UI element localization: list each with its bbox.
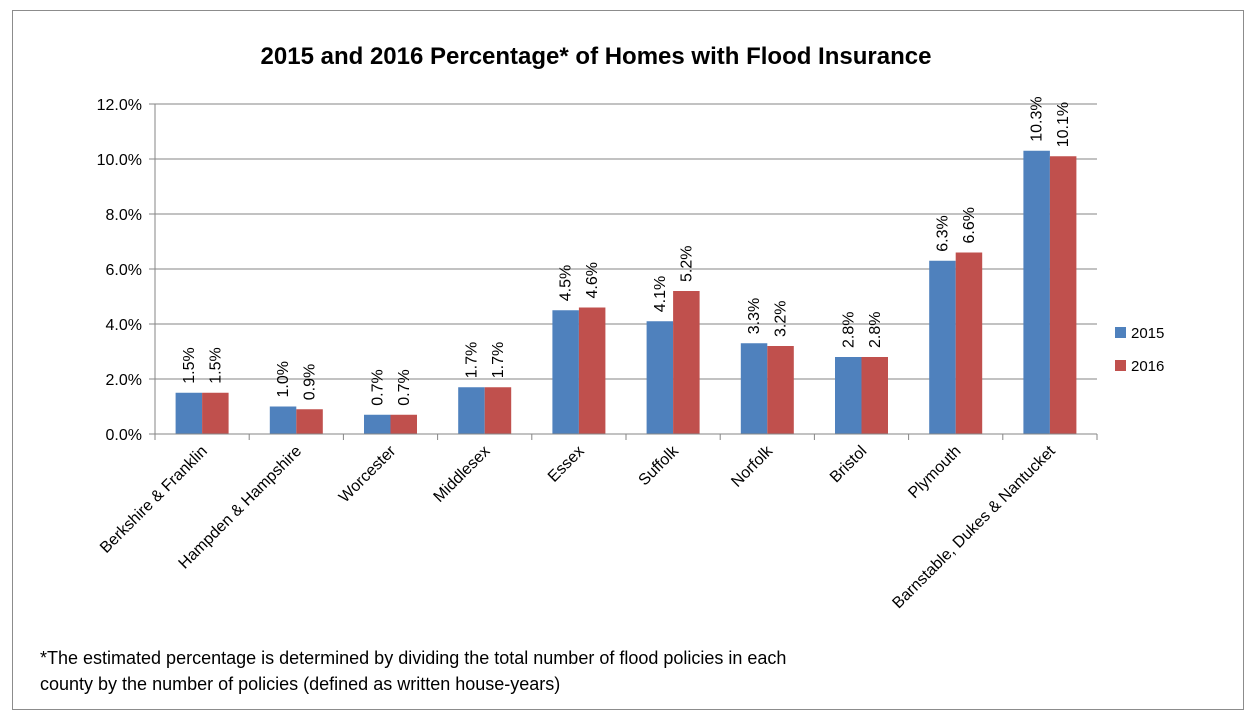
data-label: 0.7% bbox=[369, 369, 386, 405]
bars bbox=[175, 150, 1077, 434]
legend: 2015 2016 bbox=[1115, 325, 1164, 375]
x-tick-label: Bristol bbox=[827, 443, 870, 486]
data-label: 5.2% bbox=[678, 246, 695, 282]
data-label: 0.7% bbox=[396, 369, 413, 405]
data-label: 3.2% bbox=[773, 301, 790, 337]
bar-2016 bbox=[861, 357, 888, 434]
data-label: 2.8% bbox=[867, 312, 884, 348]
y-tick-label: 2.0% bbox=[106, 372, 142, 389]
data-label: 1.7% bbox=[463, 342, 480, 378]
y-tick-label: 6.0% bbox=[106, 262, 142, 279]
data-label: 4.5% bbox=[558, 265, 575, 301]
x-tick-label: Barnstable, Dukes & Nantucket bbox=[889, 442, 1059, 612]
y-tick-label: 10.0% bbox=[97, 152, 142, 169]
bar-chart: 2015 and 2016 Percentage* of Homes with … bbox=[97, 43, 1165, 612]
bar-2016 bbox=[390, 414, 417, 434]
data-label: 10.1% bbox=[1055, 102, 1072, 147]
bar-2016 bbox=[1049, 156, 1077, 434]
data-label: 3.3% bbox=[746, 298, 763, 334]
bar-2015 bbox=[269, 406, 297, 434]
bar-2015 bbox=[552, 310, 579, 434]
x-tick-label: Essex bbox=[545, 443, 588, 486]
bar-2016 bbox=[578, 307, 606, 434]
legend-label: 2015 bbox=[1131, 325, 1164, 342]
footnote: *The estimated percentage is determined … bbox=[40, 648, 787, 694]
bar-2015 bbox=[740, 343, 768, 434]
data-label: 10.3% bbox=[1029, 96, 1046, 141]
data-label: 1.5% bbox=[207, 347, 224, 383]
y-tick-label: 4.0% bbox=[106, 317, 142, 334]
legend-swatch-2015 bbox=[1115, 327, 1126, 338]
x-tick-label: Berkshire & Franklin bbox=[97, 443, 211, 557]
y-tick-label: 0.0% bbox=[106, 427, 142, 444]
bar-2016 bbox=[484, 387, 512, 434]
x-tick-label: Suffolk bbox=[636, 442, 683, 489]
bar-2015 bbox=[646, 321, 674, 434]
bar-2015 bbox=[929, 260, 956, 434]
data-label: 4.1% bbox=[652, 276, 669, 312]
bar-2015 bbox=[835, 357, 862, 434]
bar-2016 bbox=[955, 252, 983, 434]
bar-2015 bbox=[175, 392, 203, 434]
axes bbox=[149, 103, 1098, 440]
bar-2016 bbox=[202, 392, 229, 434]
data-label: 1.7% bbox=[490, 342, 507, 378]
bar-2015 bbox=[458, 387, 485, 434]
bar-2016 bbox=[673, 291, 700, 434]
x-tick-label: Norfolk bbox=[728, 442, 777, 491]
y-axis-ticks: 0.0% 2.0% 4.0% 6.0% 8.0% 10.0% 12.0% bbox=[97, 97, 142, 444]
data-label: 2.8% bbox=[840, 312, 857, 348]
bar-2015 bbox=[364, 414, 391, 434]
data-label: 6.6% bbox=[961, 207, 978, 243]
x-tick-label: Middlesex bbox=[431, 443, 494, 506]
data-label: 6.3% bbox=[934, 215, 951, 251]
x-tick-label: Worcester bbox=[336, 442, 400, 506]
legend-swatch-2016 bbox=[1115, 360, 1126, 371]
data-label: 0.9% bbox=[302, 364, 319, 400]
chart-title: 2015 and 2016 Percentage* of Homes with … bbox=[261, 43, 932, 70]
bar-2016 bbox=[767, 346, 794, 434]
bar-2016 bbox=[296, 409, 323, 434]
y-tick-label: 8.0% bbox=[106, 207, 142, 224]
bar-2015 bbox=[1023, 150, 1050, 434]
data-label: 1.5% bbox=[181, 347, 198, 383]
y-tick-label: 12.0% bbox=[97, 97, 142, 114]
x-tick-label: Plymouth bbox=[905, 443, 964, 502]
data-labels: 1.5% 1.0% 0.7% 1.7% 4.5% 4.1% 3.3% 2.8% 6.3% 10.3… bbox=[181, 96, 1072, 405]
data-label: 1.0% bbox=[275, 361, 292, 397]
data-label: 4.6% bbox=[584, 262, 601, 298]
legend-label: 2016 bbox=[1131, 358, 1164, 375]
